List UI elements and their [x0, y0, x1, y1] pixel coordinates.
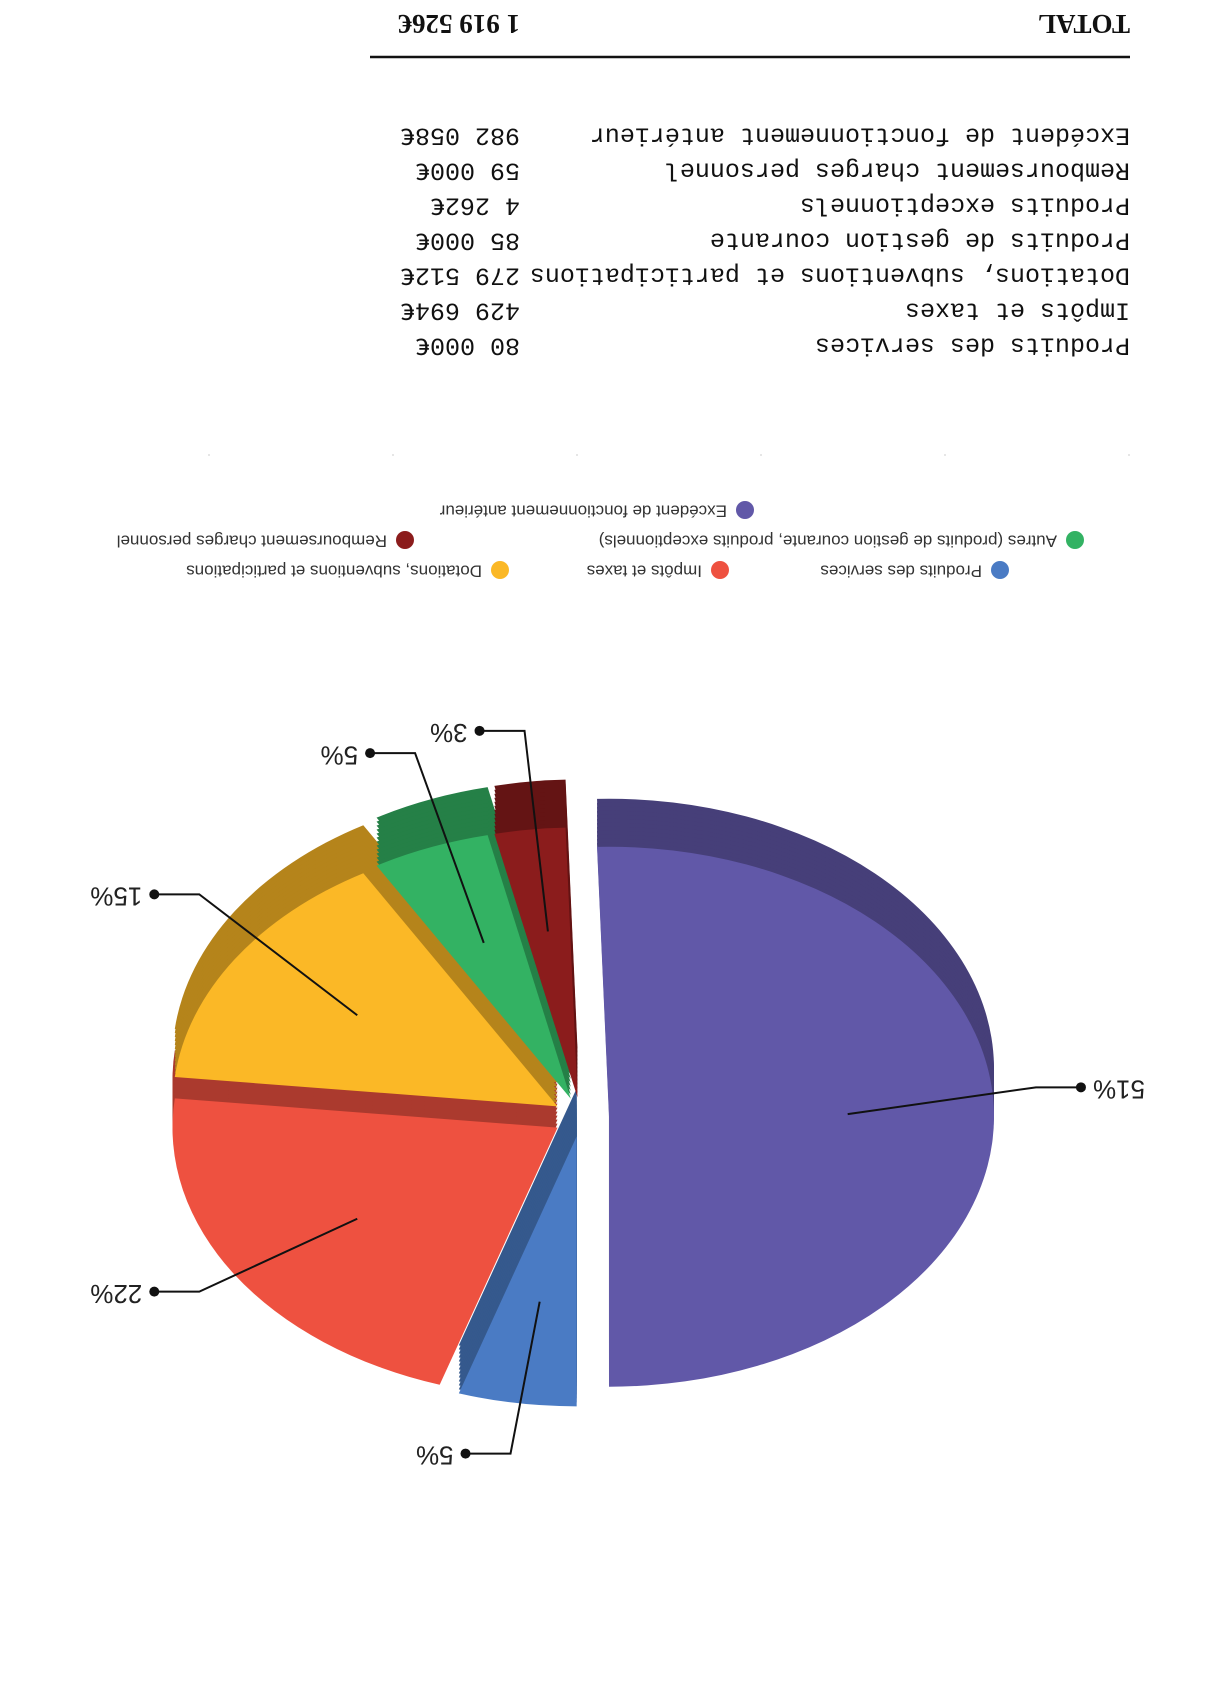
data-label: 5%: [321, 740, 359, 770]
legend-label: Remboursement charges personnel: [117, 532, 387, 551]
legend-swatch: [396, 531, 414, 549]
leader-line: [847, 1086, 1081, 1116]
legend-swatch: [1066, 531, 1084, 549]
pie-slice: [597, 846, 994, 1387]
row-label: Produits exceptionnels: [800, 190, 1130, 219]
data-label: 3%: [430, 718, 468, 748]
row-label: Remboursement charges personnel: [665, 155, 1130, 184]
legend-swatch: [711, 561, 729, 579]
pie-slice: [494, 827, 578, 1098]
pie-slice: [376, 835, 571, 1099]
row-value: 85 000€: [415, 225, 520, 254]
leader-dot: [149, 1286, 160, 1297]
data-label: 51%: [1093, 1074, 1145, 1104]
leader-dot: [149, 889, 160, 900]
leader-dot: [460, 1448, 471, 1459]
pie-slice: [174, 873, 558, 1107]
leader-dot: [365, 748, 376, 759]
legend-label: Dotations, subventions et participations: [186, 562, 482, 581]
leader-line: [465, 1301, 541, 1455]
leader-dot: [1075, 1082, 1086, 1093]
legend-label: Autres (produits de gestion courante, pr…: [599, 532, 1057, 551]
legend-swatch: [491, 561, 509, 579]
row-value: 80 000€: [415, 330, 520, 359]
legend-swatch: [736, 501, 754, 519]
data-label: 15%: [90, 881, 142, 911]
data-label: 22%: [90, 1279, 142, 1309]
row-label: Produits de gestion courante: [710, 225, 1130, 254]
total-label: TOTAL: [1038, 9, 1130, 39]
row-value: 4 262€: [430, 190, 520, 219]
row-label: Produits des services: [815, 330, 1130, 359]
row-label: Excédent de fonctionnement antérieur: [590, 120, 1130, 149]
pie-slice: [458, 1136, 577, 1407]
row-value: 279 512€: [400, 260, 520, 289]
legend-swatch: [991, 561, 1009, 579]
legend-label: Excédent de fonctionnement antérieur: [439, 502, 727, 521]
leader-line: [479, 729, 549, 932]
row-value: 982 058€: [400, 120, 520, 149]
row-label: Dotations, subventions et participations: [530, 260, 1130, 289]
data-label: 5%: [416, 1441, 454, 1471]
pie-slice: [172, 1098, 558, 1385]
leader-line: [154, 1217, 358, 1293]
legend-label: Impôts et taxes: [587, 562, 702, 581]
leader-line: [154, 893, 358, 1017]
leader-dot: [474, 725, 485, 736]
legend-label: Produits des services: [820, 562, 982, 581]
leader-line: [370, 752, 485, 944]
total-value: 1 919 526€: [398, 9, 520, 39]
row-label: Impôts et taxes: [905, 295, 1130, 324]
row-value: 59 000€: [415, 155, 520, 184]
row-value: 429 694€: [400, 295, 520, 324]
